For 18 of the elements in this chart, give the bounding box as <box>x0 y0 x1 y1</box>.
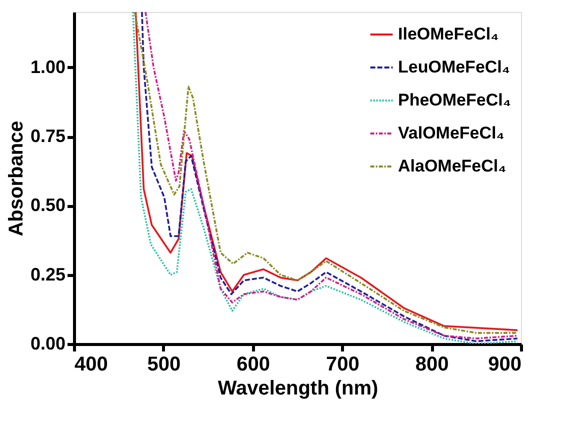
legend-label: ValOMeFeCl₄ <box>398 124 504 142</box>
legend-label: AlaOMeFeCl₄ <box>398 156 506 176</box>
x-tick-label: 900 <box>488 354 522 376</box>
y-axis-title: Absorbance <box>5 120 28 236</box>
x-tick-label: 600 <box>236 354 270 376</box>
legend-label: IleOMeFeCl₄ <box>398 24 499 44</box>
y-tick-label: 1.00 <box>30 56 66 77</box>
x-tick-label: 400 <box>74 354 108 376</box>
legend-label: LeuOMeFeCl₄ <box>398 58 510 76</box>
x-tick-label: 700 <box>326 354 360 376</box>
y-tick-label: 0.00 <box>30 334 66 354</box>
y-tick-label: 0.25 <box>30 264 66 284</box>
legend-label: PheOMeFeCl₄ <box>398 90 511 110</box>
y-tick-label: 0.75 <box>30 126 66 146</box>
y-tick-label: 0.50 <box>30 195 66 216</box>
x-tick-label: 500 <box>147 354 181 376</box>
x-tick-label: 800 <box>415 354 449 376</box>
x-axis-title: Wavelength (nm) <box>218 378 378 400</box>
